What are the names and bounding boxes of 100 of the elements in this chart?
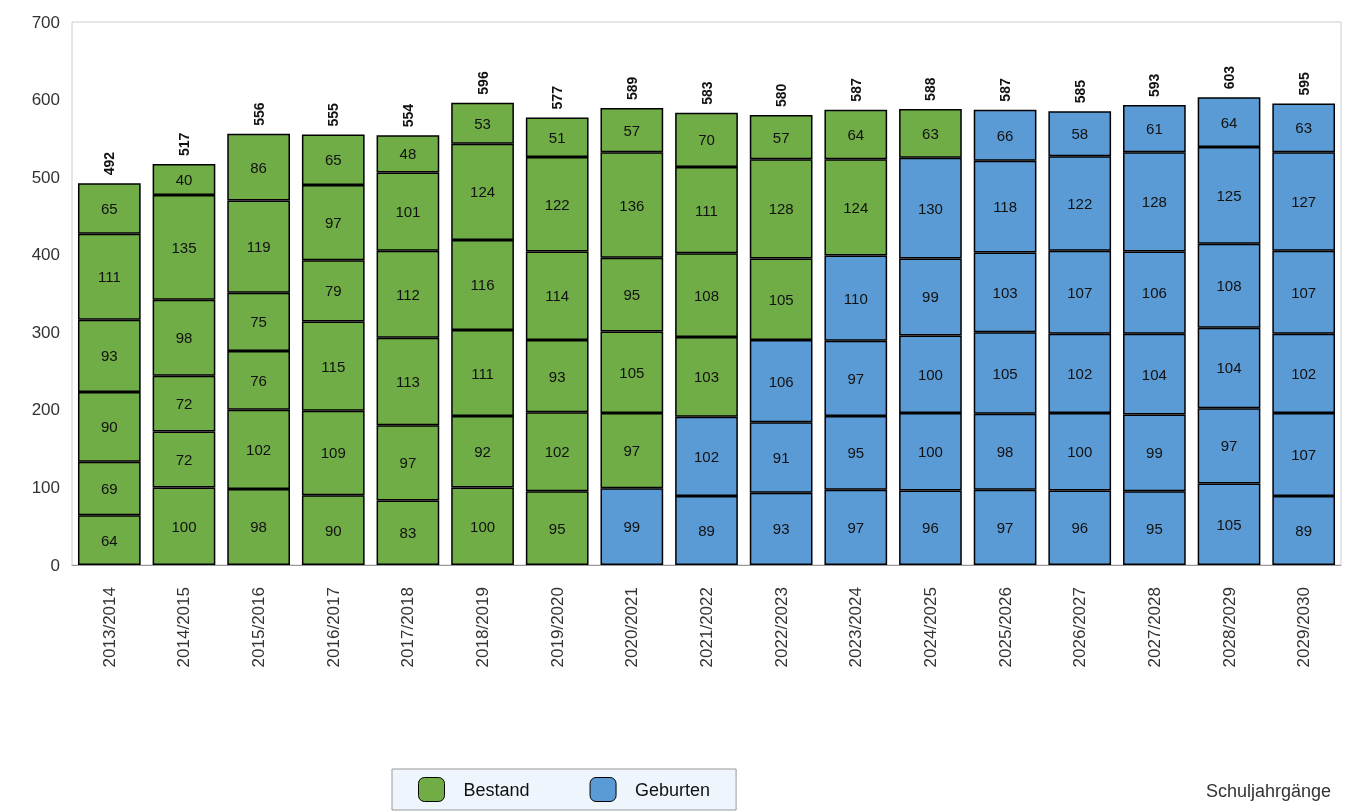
data-label: 107 (1067, 283, 1093, 301)
data-label: 128 (1141, 193, 1167, 211)
data-label: 111 (97, 268, 121, 286)
data-label: 58 (1071, 125, 1089, 143)
x-tick-label: 2020/2021 (622, 587, 642, 668)
data-label: 111 (471, 364, 494, 382)
data-label: 100 (917, 365, 943, 383)
total-label: 587 (847, 78, 864, 102)
total-label: 596 (474, 71, 491, 95)
data-label: 100 (917, 443, 943, 461)
data-label: 63 (922, 124, 939, 142)
data-label: 136 (619, 196, 645, 214)
data-label: 97 (1220, 437, 1238, 455)
y-tick-label: 0 (50, 555, 60, 575)
text: Schuljahrgänge (1205, 781, 1332, 801)
y-tick-label: 400 (31, 245, 60, 265)
data-label: 128 (768, 200, 794, 218)
x-tick-label: 2015/2016 (249, 587, 269, 668)
data-label: 107 (1291, 445, 1317, 463)
data-label: 102 (1291, 364, 1317, 382)
data-label: 57 (772, 128, 790, 146)
total-label: 556 (250, 102, 267, 126)
total-label: 580 (773, 83, 790, 108)
y-tick-label: 200 (31, 400, 60, 420)
data-label: 109 (320, 444, 346, 462)
data-label: 97 (847, 369, 865, 387)
data-label: 93 (772, 520, 790, 538)
data-label: 108 (1216, 277, 1242, 295)
data-label: 79 (324, 282, 342, 300)
x-tick-label: 2013/2014 (99, 587, 119, 668)
data-label: 93 (100, 347, 118, 365)
data-label: 113 (395, 373, 420, 391)
data-label: 102 (1067, 364, 1093, 382)
x-tick-label: 2023/2024 (846, 587, 866, 668)
data-label: 124 (470, 183, 496, 201)
data-label: 40 (175, 170, 193, 188)
data-label: 102 (246, 440, 272, 458)
data-label: 76 (250, 371, 267, 389)
data-label: 89 (1295, 521, 1313, 539)
data-label: 83 (399, 524, 417, 542)
data-label: 53 (474, 114, 491, 132)
data-label: 100 (470, 517, 496, 535)
data-label: 75 (250, 313, 267, 331)
total-label: 577 (549, 85, 566, 110)
data-label: 105 (992, 364, 1018, 382)
data-label: 95 (1146, 519, 1163, 537)
data-label: 102 (544, 443, 570, 461)
x-tick-label: 2027/2028 (1144, 587, 1164, 668)
total-label: 587 (997, 78, 1014, 102)
data-label: 90 (324, 521, 342, 539)
data-label: 92 (474, 443, 491, 461)
y-tick-label: 600 (31, 90, 60, 110)
data-label: 72 (175, 451, 193, 468)
x-tick-label: 2025/2026 (995, 587, 1015, 668)
data-label: 122 (1067, 195, 1093, 213)
data-label: 96 (922, 519, 939, 537)
data-label: 95 (847, 444, 865, 462)
data-label: 103 (992, 283, 1018, 301)
data-label: 103 (693, 368, 720, 386)
data-label: 104 (1216, 359, 1242, 377)
data-label: 98 (996, 443, 1014, 461)
x-tick-label: 2024/2025 (920, 587, 940, 668)
total-label: 555 (325, 102, 342, 127)
y-tick-label: 500 (31, 167, 60, 187)
y-tick-label: 700 (31, 12, 60, 32)
total-label: 603 (1221, 65, 1238, 90)
data-label: 99 (922, 288, 939, 306)
total-label: 517 (175, 132, 192, 156)
data-label: 127 (1291, 193, 1317, 211)
x-tick-label: 2014/2015 (174, 587, 194, 668)
data-label: 119 (246, 238, 271, 256)
data-label: 64 (847, 125, 865, 143)
total-label: 588 (922, 77, 939, 101)
data-label: 64 (100, 531, 118, 549)
data-label: 112 (395, 285, 420, 303)
data-label: 66 (996, 126, 1014, 144)
data-label: 97 (847, 518, 865, 536)
data-label: 105 (619, 363, 645, 381)
x-tick-label: 2028/2029 (1219, 587, 1239, 668)
legend-label: Bestand (463, 779, 530, 800)
data-label: 95 (548, 519, 566, 537)
total-label: 589 (623, 76, 640, 101)
data-label: 118 (993, 198, 1018, 216)
data-label: 57 (623, 121, 641, 139)
data-label: 70 (698, 131, 715, 149)
x-tick-label: 2022/2023 (771, 587, 791, 668)
data-label: 116 (470, 276, 495, 294)
data-label: 100 (171, 517, 197, 535)
data-label: 99 (623, 518, 641, 536)
data-label: 97 (399, 454, 417, 472)
data-label: 48 (399, 145, 417, 163)
data-label: 89 (698, 521, 715, 539)
data-label: 105 (768, 290, 794, 308)
total-label: 593 (1146, 73, 1163, 97)
data-label: 51 (548, 128, 566, 146)
data-label: 63 (1295, 119, 1313, 137)
data-label: 102 (693, 447, 720, 465)
data-label: 130 (917, 199, 943, 217)
total-label: 595 (1295, 71, 1312, 96)
data-label: 110 (843, 289, 868, 307)
